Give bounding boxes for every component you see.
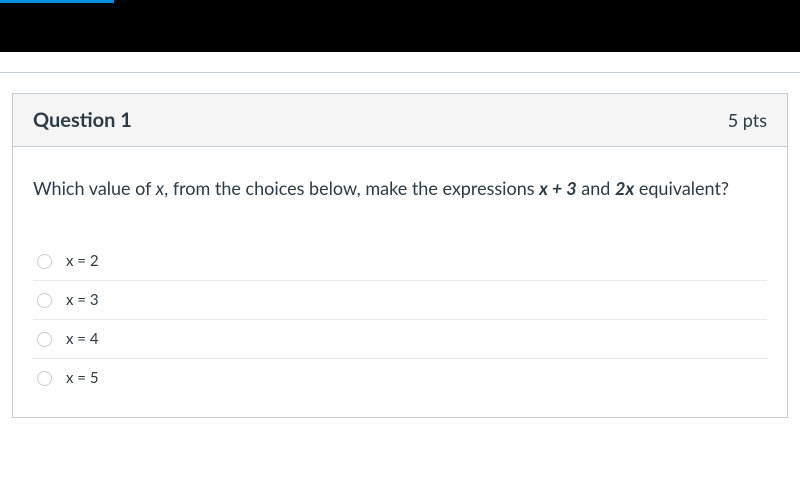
radio-input[interactable] — [37, 293, 52, 308]
top-bar — [0, 0, 800, 52]
option-label[interactable]: x = 2 — [66, 252, 99, 270]
option-item[interactable]: x = 5 — [33, 359, 767, 397]
progress-indicator — [0, 0, 114, 3]
prompt-text: and — [577, 177, 615, 199]
header-divider — [0, 72, 800, 73]
question-card: Question 1 5 pts Which value of x, from … — [12, 93, 788, 418]
prompt-expression-1: x + 3 — [539, 177, 577, 199]
prompt-text: , from the choices below, make the expre… — [164, 177, 539, 199]
prompt-text: equivalent? — [634, 177, 729, 199]
radio-input[interactable] — [37, 254, 52, 269]
question-title: Question 1 — [33, 108, 132, 132]
option-label[interactable]: x = 3 — [66, 291, 99, 309]
prompt-expression-2: 2x — [615, 177, 634, 199]
radio-input[interactable] — [37, 371, 52, 386]
option-item[interactable]: x = 3 — [33, 281, 767, 320]
option-label[interactable]: x = 5 — [66, 369, 99, 387]
question-points: 5 pts — [728, 109, 767, 131]
options-list: x = 2 x = 3 x = 4 x = 5 — [33, 242, 767, 397]
question-prompt: Which value of x, from the choices below… — [33, 175, 767, 202]
question-header: Question 1 5 pts — [13, 94, 787, 147]
question-body: Which value of x, from the choices below… — [13, 147, 787, 417]
radio-input[interactable] — [37, 332, 52, 347]
option-item[interactable]: x = 2 — [33, 242, 767, 281]
option-item[interactable]: x = 4 — [33, 320, 767, 359]
option-label[interactable]: x = 4 — [66, 330, 99, 348]
prompt-variable: x — [156, 177, 164, 199]
prompt-text: Which value of — [33, 177, 156, 199]
